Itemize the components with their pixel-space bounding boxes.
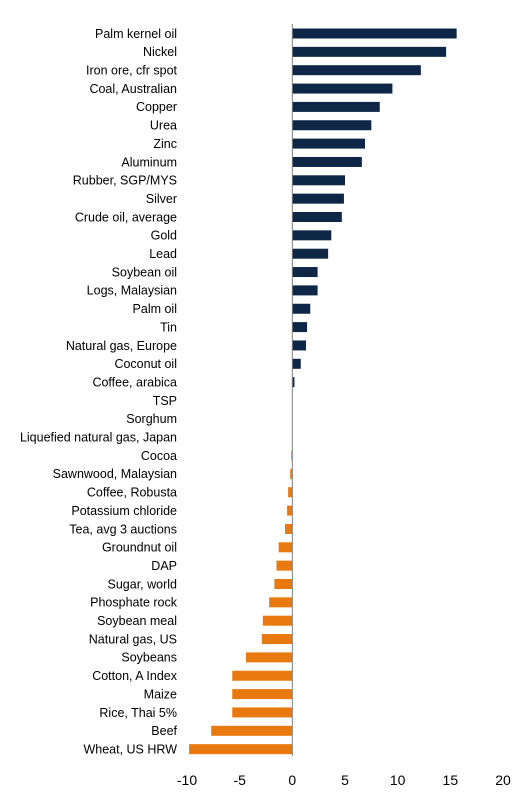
category-label: Tin xyxy=(160,320,177,334)
bar xyxy=(292,120,372,131)
bar xyxy=(274,579,293,589)
bar xyxy=(276,560,293,571)
category-label: Palm kernel oil xyxy=(95,27,177,41)
x-tick-label: 10 xyxy=(390,772,406,788)
bar xyxy=(232,707,293,718)
category-label: Cotton, A Index xyxy=(92,669,178,683)
category-label: Silver xyxy=(146,192,177,206)
category-label: Copper xyxy=(136,100,177,114)
category-label: Natural gas, US xyxy=(89,632,177,646)
category-label: Cocoa xyxy=(141,449,177,463)
bar xyxy=(189,744,293,755)
category-label: Coffee, arabica xyxy=(92,375,177,389)
category-label: DAP xyxy=(151,559,177,573)
bar xyxy=(292,248,329,259)
category-label: Soybeans xyxy=(121,651,177,665)
x-tick-label: 15 xyxy=(443,772,459,788)
bar xyxy=(269,597,293,608)
bar xyxy=(292,65,421,76)
bar xyxy=(290,468,293,479)
category-label: Coffee, Robusta xyxy=(87,486,177,500)
bar xyxy=(284,523,293,534)
bar xyxy=(292,322,308,333)
category-label: Soybean meal xyxy=(97,614,177,628)
category-label: Logs, Malaysian xyxy=(87,284,177,298)
category-label: Sugar, world xyxy=(108,577,178,591)
bar xyxy=(292,101,380,112)
bar xyxy=(292,267,318,278)
category-label: Beef xyxy=(151,724,177,738)
bar xyxy=(292,285,318,296)
bar xyxy=(291,450,293,461)
bars-group xyxy=(189,28,457,755)
bar xyxy=(261,634,293,645)
category-label: Phosphate rock xyxy=(90,596,178,610)
category-label: Soybean oil xyxy=(112,265,177,279)
x-tick-label: -5 xyxy=(233,772,246,788)
category-label: Gold xyxy=(151,229,177,243)
bar xyxy=(292,230,332,241)
category-label: Crude oil, average xyxy=(75,210,177,224)
category-label: Nickel xyxy=(143,45,177,59)
category-label: Potassium chloride xyxy=(71,504,177,518)
category-label: Coal, Australian xyxy=(89,82,177,96)
category-label: Sawnwood, Malaysian xyxy=(53,467,177,481)
bar xyxy=(278,542,293,553)
bar xyxy=(292,340,307,351)
category-label: Rice, Thai 5% xyxy=(99,706,177,720)
x-axis: -10 -5 0 5 10 15 20 xyxy=(177,24,511,788)
category-label: Natural gas, Europe xyxy=(66,339,177,353)
category-label: Sorghum xyxy=(126,412,177,426)
x-tick-label: 20 xyxy=(495,772,511,788)
bar xyxy=(288,487,293,498)
bar xyxy=(211,725,293,736)
bar xyxy=(292,193,344,204)
bar xyxy=(292,156,362,167)
bar xyxy=(232,689,293,700)
category-label: Aluminum xyxy=(121,155,177,169)
x-tick-label: 5 xyxy=(341,772,349,788)
bar xyxy=(292,175,345,186)
bar xyxy=(262,615,293,626)
x-tick-label: 0 xyxy=(288,772,296,788)
bar xyxy=(287,505,293,516)
category-label: TSP xyxy=(153,394,177,408)
category-label: Urea xyxy=(150,119,177,133)
category-label: Liquefied natural gas, Japan xyxy=(20,431,177,445)
category-label: Tea, avg 3 auctions xyxy=(69,522,177,536)
bar xyxy=(292,46,447,57)
bar xyxy=(292,83,393,94)
category-labels-group: Palm kernel oil Nickel Iron ore, cfr spot C… xyxy=(20,27,178,757)
bar xyxy=(292,28,457,39)
category-label: Rubber, SGP/MYS xyxy=(73,174,177,188)
category-label: Iron ore, cfr spot xyxy=(86,64,178,78)
category-label: Groundnut oil xyxy=(102,541,177,555)
category-label: Palm oil xyxy=(133,302,177,316)
bar xyxy=(245,652,293,663)
bar xyxy=(232,670,293,681)
category-label: Coconut oil xyxy=(114,357,177,371)
category-label: Maize xyxy=(144,687,177,701)
category-label: Zinc xyxy=(153,137,177,151)
x-tick-label: -10 xyxy=(177,772,197,788)
category-label: Wheat, US HRW xyxy=(83,742,177,756)
bar xyxy=(292,303,311,314)
category-label: Lead xyxy=(149,247,177,261)
bar xyxy=(292,377,295,388)
bar xyxy=(292,358,301,369)
bar xyxy=(292,212,342,222)
bar xyxy=(292,138,366,149)
